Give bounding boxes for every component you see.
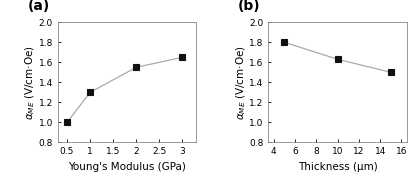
Y-axis label: $\alpha_{ME}$ (V/cm·Oe): $\alpha_{ME}$ (V/cm·Oe) [24,45,37,120]
Text: (b): (b) [238,0,261,13]
Y-axis label: $\alpha_{ME}$ (V/cm·Oe): $\alpha_{ME}$ (V/cm·Oe) [234,45,248,120]
X-axis label: Young's Modulus (GPa): Young's Modulus (GPa) [68,162,186,172]
X-axis label: Thickness (μm): Thickness (μm) [298,162,377,172]
Text: (a): (a) [27,0,50,13]
